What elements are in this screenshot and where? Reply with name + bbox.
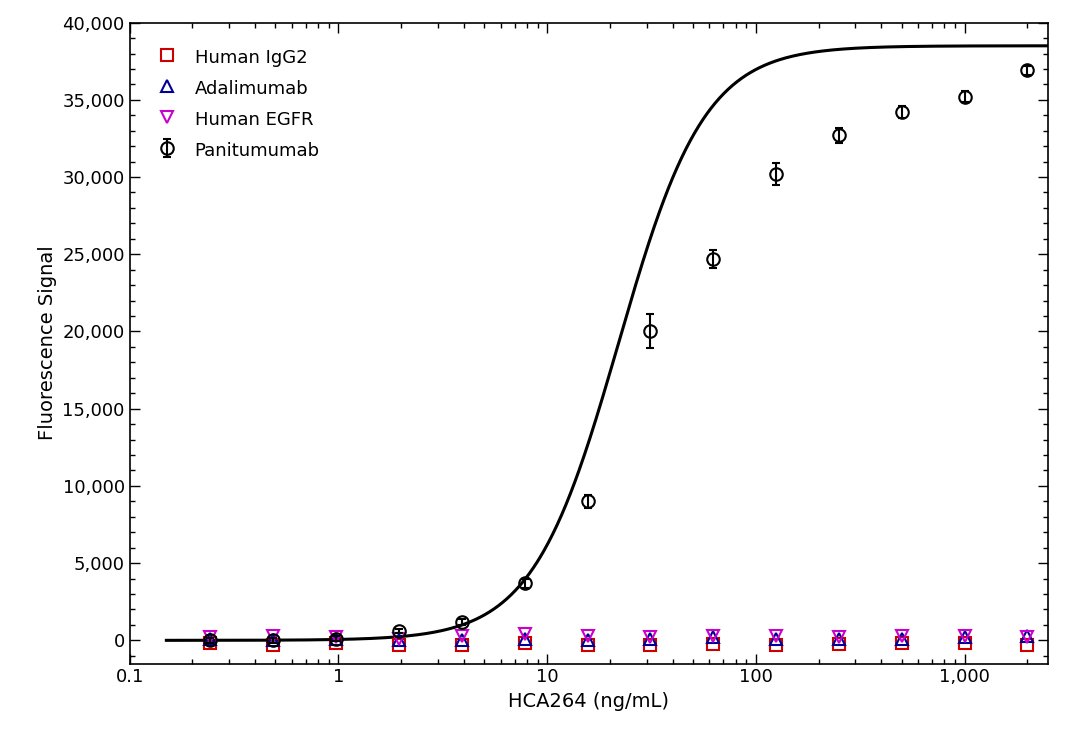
- Human IgG2: [392, 640, 405, 649]
- Human IgG2: [204, 639, 217, 648]
- Human EGFR: [833, 633, 846, 642]
- Human IgG2: [833, 639, 846, 648]
- Y-axis label: Fluorescence Signal: Fluorescence Signal: [38, 246, 56, 440]
- Adalimumab: [267, 636, 280, 645]
- Human EGFR: [770, 631, 783, 640]
- Human EGFR: [392, 634, 405, 643]
- Human EGFR: [456, 631, 469, 640]
- Human IgG2: [706, 639, 719, 648]
- Human EGFR: [267, 631, 280, 640]
- Human IgG2: [1021, 640, 1034, 649]
- Human EGFR: [644, 633, 657, 642]
- Human EGFR: [204, 633, 217, 642]
- Human IgG2: [518, 639, 531, 648]
- Legend: Human IgG2, Adalimumab, Human EGFR, Panitumumab: Human IgG2, Adalimumab, Human EGFR, Pani…: [138, 32, 334, 176]
- Adalimumab: [706, 633, 719, 642]
- Adalimumab: [581, 636, 594, 645]
- X-axis label: HCA264 (ng/mL): HCA264 (ng/mL): [508, 692, 670, 711]
- Line: Human EGFR: Human EGFR: [204, 628, 1034, 645]
- Human EGFR: [581, 631, 594, 640]
- Adalimumab: [518, 634, 531, 643]
- Adalimumab: [770, 634, 783, 643]
- Human IgG2: [329, 639, 342, 648]
- Human IgG2: [644, 640, 657, 649]
- Adalimumab: [456, 636, 469, 645]
- Line: Human IgG2: Human IgG2: [204, 637, 1034, 651]
- Human IgG2: [770, 640, 783, 649]
- Adalimumab: [644, 634, 657, 643]
- Human EGFR: [895, 631, 908, 640]
- Adalimumab: [329, 634, 342, 643]
- Human EGFR: [706, 631, 719, 640]
- Human IgG2: [267, 640, 280, 649]
- Human IgG2: [958, 639, 971, 648]
- Human EGFR: [958, 631, 971, 640]
- Human IgG2: [456, 640, 469, 649]
- Human EGFR: [329, 633, 342, 642]
- Human IgG2: [895, 639, 908, 648]
- Line: Adalimumab: Adalimumab: [204, 630, 1034, 647]
- Adalimumab: [958, 633, 971, 642]
- Adalimumab: [895, 634, 908, 643]
- Human IgG2: [581, 640, 594, 649]
- Adalimumab: [204, 634, 217, 643]
- Adalimumab: [392, 636, 405, 645]
- Human EGFR: [1021, 633, 1034, 642]
- Adalimumab: [833, 634, 846, 643]
- Adalimumab: [1021, 631, 1034, 640]
- Human EGFR: [518, 630, 531, 639]
